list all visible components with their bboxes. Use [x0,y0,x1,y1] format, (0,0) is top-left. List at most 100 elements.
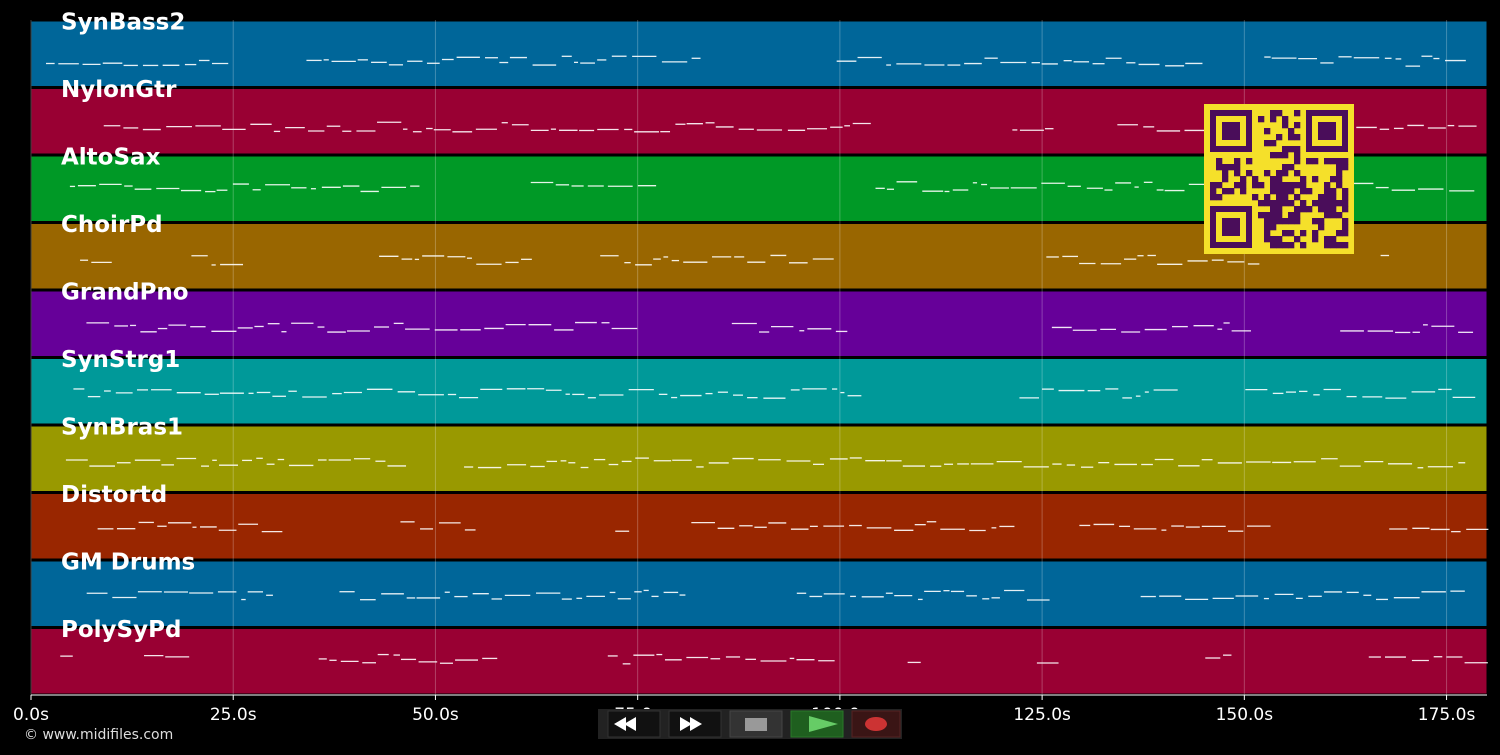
qr-module [1282,122,1289,129]
rewind-button[interactable] [607,710,661,738]
qr-module [1282,152,1289,159]
qr-module [1342,200,1349,207]
qr-module [1252,176,1259,183]
qr-module [1234,170,1241,177]
qr-module [1276,176,1283,183]
qr-module [1324,188,1331,195]
qr-module [1270,140,1277,147]
qr-module [1276,200,1283,207]
track-band [30,290,1488,357]
qr-module [1324,212,1331,219]
qr-module [1216,164,1223,171]
qr-module [1288,212,1295,219]
track-band [30,20,1488,87]
qr-module [1234,164,1241,171]
qr-module [1264,170,1271,177]
qr-module [1276,188,1283,195]
qr-module [1300,176,1307,183]
qr-module [1294,194,1301,201]
qr-module [1294,236,1301,243]
qr-module [1336,170,1343,177]
x-tick-label: 125.0s [1013,705,1071,725]
qr-module [1264,194,1271,201]
track-label: PolySyPd [61,617,181,643]
qr-module [1342,188,1349,195]
qr-module [1282,230,1289,237]
track-label: GrandPno [61,280,189,306]
qr-module [1270,218,1277,225]
qr-module [1330,242,1337,249]
qr-module [1312,200,1319,207]
qr-module [1300,230,1307,237]
qr-module [1216,194,1223,201]
qr-module [1336,242,1343,249]
qr-finder [1222,218,1240,236]
qr-module [1282,188,1289,195]
qr-module [1210,194,1217,201]
track-label: SynBass2 [61,10,185,36]
qr-module [1342,206,1349,213]
qr-module [1324,182,1331,189]
qr-module [1282,146,1289,153]
qr-module [1240,188,1247,195]
qr-module [1222,170,1229,177]
qr-module [1324,194,1331,201]
qr-module [1330,158,1337,165]
track-band [30,425,1488,492]
play-button[interactable] [790,710,844,738]
qr-module [1324,236,1331,243]
x-tick-label: 50.0s [412,705,459,725]
track-label: AltoSax [61,145,161,171]
qr-module [1342,164,1349,171]
track-label: NylonGtr [61,77,177,103]
forward-button[interactable] [668,710,722,738]
qr-module [1330,200,1337,207]
qr-module [1270,116,1277,123]
qr-module [1264,236,1271,243]
qr-module [1270,206,1277,213]
qr-module [1282,170,1289,177]
qr-module [1234,158,1241,165]
x-tick-label: 150.0s [1216,705,1274,725]
icon [680,717,702,731]
qr-module [1252,182,1259,189]
qr-module [1270,182,1277,189]
qr-module [1264,218,1271,225]
qr-module [1288,146,1295,153]
qr-module [1324,242,1331,249]
qr-module [1270,242,1277,249]
qr-module [1312,230,1319,237]
qr-module [1324,200,1331,207]
qr-module [1336,182,1343,189]
qr-module [1288,134,1295,141]
icon [745,718,767,731]
record-button[interactable] [851,710,901,738]
qr-module [1294,146,1301,153]
stop-button[interactable] [729,710,783,738]
qr-module [1294,182,1301,189]
qr-module [1312,158,1319,165]
qr-module [1276,236,1283,243]
qr-module [1276,218,1283,225]
qr-module [1294,122,1301,129]
track-band [30,493,1488,560]
qr-module [1288,230,1295,237]
qr-module [1216,158,1223,165]
x-tick-label: 0.0s [13,705,49,725]
qr-module [1276,134,1283,141]
qr-module [1294,152,1301,159]
qr-module [1282,200,1289,207]
qr-module [1210,188,1217,195]
qr-module [1240,182,1247,189]
track-label: ChoirPd [61,212,163,238]
qr-module [1264,230,1271,237]
qr-finder [1318,122,1336,140]
qr-module [1276,110,1283,117]
qr-module [1330,188,1337,195]
qr-module [1318,194,1325,201]
qr-module [1312,236,1319,243]
qr-module [1264,128,1271,135]
qr-module [1318,200,1325,207]
qr-module [1342,218,1349,225]
qr-module [1276,152,1283,159]
